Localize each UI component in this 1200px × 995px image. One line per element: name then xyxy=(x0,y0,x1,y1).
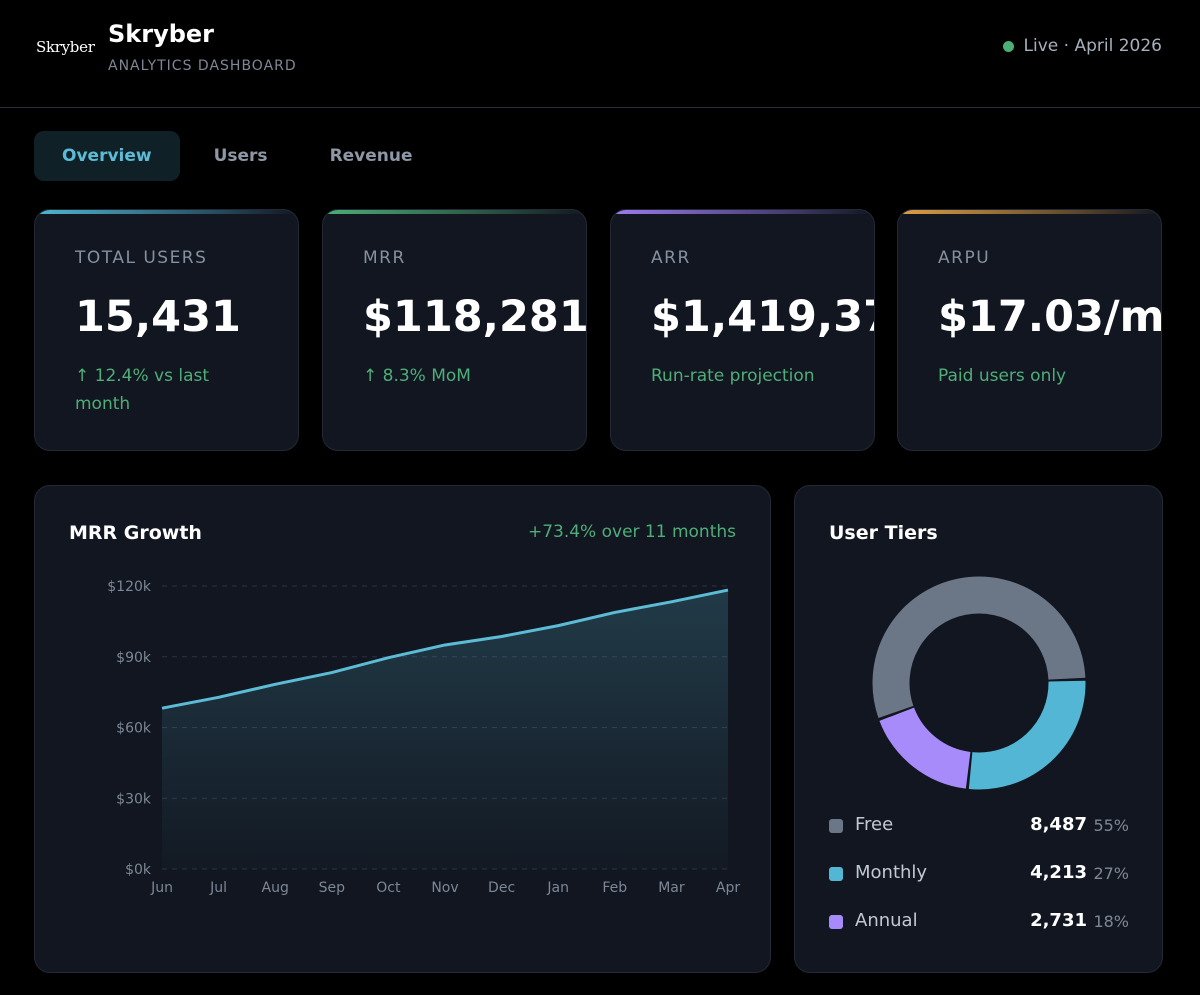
legend-percent: 55% xyxy=(1093,816,1129,835)
x-tick-label: Feb xyxy=(602,880,627,896)
mrr-line-series xyxy=(161,588,729,710)
kpi-label: ARR xyxy=(651,248,691,268)
x-tick-label: Aug xyxy=(262,880,289,896)
mrr-growth-title: MRR Growth xyxy=(69,522,202,544)
kpi-note: Run-rate projection xyxy=(651,366,815,386)
y-tick-label: $90k xyxy=(116,650,152,666)
kpi-value: $1,419,372 xyxy=(651,292,874,342)
kpi-label: TOTAL USERS xyxy=(75,248,208,268)
mrr-area-fill xyxy=(162,590,728,869)
x-tick-label: Jan xyxy=(546,880,569,896)
legend-percent: 27% xyxy=(1093,864,1129,883)
kpi-note: Paid users only xyxy=(938,366,1067,386)
donut-slice-free xyxy=(872,576,1086,718)
user-tiers-title: User Tiers xyxy=(829,522,938,544)
x-tick-label: Dec xyxy=(488,880,515,896)
live-indicator-icon xyxy=(1002,40,1014,52)
user-tiers-donut-chart xyxy=(872,576,1086,790)
kpi-note: ↑ 12.4% vs last month xyxy=(75,366,210,414)
legend-swatch xyxy=(829,819,843,833)
kpi-accent-bar xyxy=(35,210,298,214)
legend-count: 2,731 xyxy=(1030,910,1087,931)
legend-count: 8,487 xyxy=(1030,814,1087,835)
legend-name: Annual xyxy=(855,910,918,931)
mrr-growth-panel: MRR Growth +73.4% over 11 months $0k $30k… xyxy=(34,485,771,973)
x-tick-label: Jul xyxy=(209,880,227,896)
app-title: Skryber xyxy=(108,20,215,48)
kpi-accent-bar xyxy=(611,210,874,214)
kpi-value: $17.03/mo xyxy=(938,292,1162,342)
x-tick-label: Jun xyxy=(150,880,173,896)
y-tick-label: $0k xyxy=(125,862,152,878)
mrr-growth-summary: +73.4% over 11 months xyxy=(527,522,736,542)
kpi-accent-bar xyxy=(898,210,1161,214)
legend-item-monthly: Monthly 4,213 27% xyxy=(829,862,1129,886)
kpi-label: MRR xyxy=(363,248,406,268)
tab-users[interactable]: Users xyxy=(213,146,268,166)
kpi-note: ↑ 8.3% MoM xyxy=(363,366,471,386)
x-tick-label: Sep xyxy=(319,880,346,896)
live-status: Live · April 2026 xyxy=(1002,36,1162,56)
kpi-card-mrr: MRR $118,281 ↑ 8.3% MoM xyxy=(322,209,587,451)
tab-bar: Overview Users Revenue xyxy=(34,131,441,181)
donut-slice-annual xyxy=(879,707,972,789)
header: Skryber Skryber ANALYTICS DASHBOARD Live… xyxy=(0,0,1200,108)
x-tick-label: Apr xyxy=(716,880,740,896)
legend-name: Free xyxy=(855,814,894,835)
tab-overview[interactable]: Overview xyxy=(34,131,180,181)
mrr-growth-chart: $0k $30k $60k $90k $120k Jun Jul Aug Sep Oct Nov De… xyxy=(107,579,740,896)
legend-count: 4,213 xyxy=(1030,862,1087,883)
legend-name: Monthly xyxy=(855,862,928,883)
x-tick-label: Nov xyxy=(431,880,458,896)
user-tiers-panel: User Tiers Free 8,487 55% Monthly 4,213 … xyxy=(794,485,1163,973)
kpi-card-arpu: ARPU $17.03/mo Paid users only xyxy=(897,209,1162,451)
legend-swatch xyxy=(829,915,843,929)
kpi-card-total-users: TOTAL USERS 15,431 ↑ 12.4% vs last month xyxy=(34,209,299,451)
legend-percent: 18% xyxy=(1093,912,1129,931)
kpi-value: $118,281 xyxy=(363,292,587,342)
kpi-value: 15,431 xyxy=(75,292,241,342)
x-tick-label: Oct xyxy=(376,880,401,896)
kpi-accent-bar xyxy=(323,210,586,214)
legend-item-free: Free 8,487 55% xyxy=(829,814,1129,838)
y-tick-label: $60k xyxy=(116,721,152,737)
app-subtitle: ANALYTICS DASHBOARD xyxy=(108,58,297,74)
live-status-text: Live · April 2026 xyxy=(1023,36,1162,56)
legend-item-annual: Annual 2,731 18% xyxy=(829,910,1129,934)
y-tick-label: $30k xyxy=(116,791,152,807)
donut-slice-monthly xyxy=(968,680,1086,790)
y-tick-label: $120k xyxy=(107,579,152,595)
kpi-label: ARPU xyxy=(938,248,991,268)
legend-swatch xyxy=(829,867,843,881)
x-tick-label: Mar xyxy=(658,880,685,896)
brand-logo: Skryber xyxy=(36,38,95,56)
tab-revenue[interactable]: Revenue xyxy=(329,146,413,166)
kpi-card-arr: ARR $1,419,372 Run-rate projection xyxy=(610,209,875,451)
